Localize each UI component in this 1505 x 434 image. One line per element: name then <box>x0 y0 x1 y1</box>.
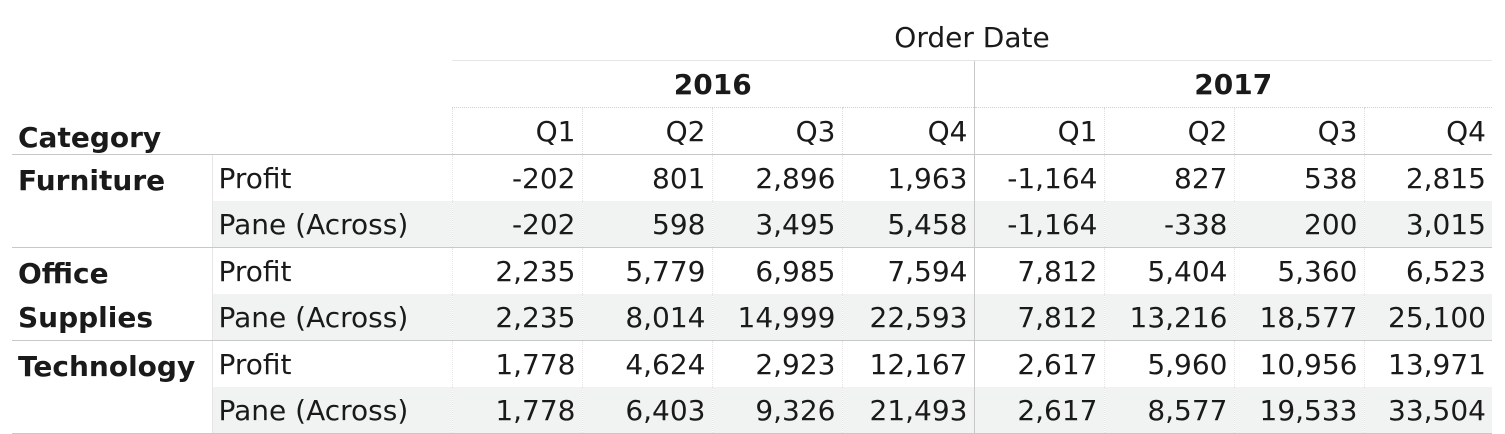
value-cell: -1,164 <box>973 201 1104 248</box>
table-row: Furniture Profit -202 801 2,896 1,963 -1,164 82… <box>12 154 1492 248</box>
value-cell: 22,593 <box>841 294 974 341</box>
header-row-title: Order Date <box>12 14 1492 61</box>
value-cell: -1,164 <box>973 154 1104 201</box>
value-cell: 12,167 <box>841 340 974 387</box>
column-header-title: Order Date <box>452 14 1492 61</box>
value-cell: 10,956 <box>1233 340 1364 387</box>
value-cell: 7,594 <box>841 247 974 294</box>
value-cell: 13,971 <box>1363 340 1492 387</box>
table-row: Office Supplies Profit 2,235 5,779 6,985 7,59… <box>12 247 1492 341</box>
year-header: 2016 <box>452 60 974 108</box>
value-cell: 3,495 <box>711 201 842 248</box>
value-cell: 2,923 <box>711 340 842 387</box>
value-cell: 8,014 <box>581 294 712 341</box>
measure-label: Profit <box>211 154 452 201</box>
header-blank <box>212 107 452 155</box>
value-cell: 13,216 <box>1103 294 1234 341</box>
value-cell: 6,985 <box>711 247 842 294</box>
quarter-header: Q4 <box>841 107 974 155</box>
value-cell: 538 <box>1233 154 1364 201</box>
category-label: Office Supplies <box>12 247 212 341</box>
value-cell: 2,235 <box>451 247 582 294</box>
row-header-title: Category <box>12 107 212 155</box>
value-cell: 1,963 <box>841 154 974 201</box>
value-cell: -338 <box>1103 201 1234 248</box>
value-cell: 25,100 <box>1363 294 1492 341</box>
value-cell: 2,235 <box>451 294 582 341</box>
measure-label: Profit <box>211 340 452 387</box>
quarter-header: Q2 <box>1103 107 1234 155</box>
value-cell: 827 <box>1103 154 1234 201</box>
measure-label: Profit <box>211 247 452 294</box>
value-cell: 14,999 <box>711 294 842 341</box>
value-cell: 2,617 <box>973 340 1104 387</box>
value-cell: 7,812 <box>973 247 1104 294</box>
value-cell: 598 <box>581 201 712 248</box>
category-label: Furniture <box>12 154 212 248</box>
value-cell: 7,812 <box>973 294 1104 341</box>
table-row: Technology Profit 1,778 4,624 2,923 12,167 2,6… <box>12 340 1492 434</box>
table-row: Pane (Across) 1,778 6,403 9,326 21,493 2,617 8… <box>12 387 1492 434</box>
header-blank <box>12 61 452 108</box>
quarter-header: Q4 <box>1363 107 1492 155</box>
value-cell: 19,533 <box>1233 387 1364 434</box>
quarter-header: Q2 <box>581 107 712 155</box>
value-cell: 5,960 <box>1103 340 1234 387</box>
table-row: Pane (Across) 2,235 8,014 14,999 22,593 7,812… <box>12 294 1492 341</box>
value-cell: 8,577 <box>1103 387 1234 434</box>
value-cell: 9,326 <box>711 387 842 434</box>
header-row-quarters: Category Q1 Q2 Q3 Q4 Q1 Q2 Q3 Q4 <box>12 107 1492 155</box>
value-cell: 5,779 <box>581 247 712 294</box>
header-blank <box>12 14 452 61</box>
quarter-header: Q3 <box>711 107 842 155</box>
value-cell: 6,403 <box>581 387 712 434</box>
category-label: Technology <box>12 340 212 434</box>
measure-label: Pane (Across) <box>211 387 452 434</box>
value-cell: 4,624 <box>581 340 712 387</box>
quarter-header: Q3 <box>1233 107 1364 155</box>
value-cell: 5,404 <box>1103 247 1234 294</box>
crosstab-table: Order Date 2016 2017 Category Q1 Q2 Q3 Q4 Q1 Q2 Q3… <box>12 14 1492 434</box>
value-cell: 33,504 <box>1363 387 1492 434</box>
value-cell: 21,493 <box>841 387 974 434</box>
measure-label: Pane (Across) <box>211 201 452 248</box>
value-cell: 1,778 <box>451 340 582 387</box>
header-row-years: 2016 2017 <box>12 60 1492 108</box>
value-cell: 5,360 <box>1233 247 1364 294</box>
value-cell: -202 <box>451 201 582 248</box>
value-cell: 5,458 <box>841 201 974 248</box>
measure-label: Pane (Across) <box>211 294 452 341</box>
value-cell: 3,015 <box>1363 201 1492 248</box>
value-cell: 2,815 <box>1363 154 1492 201</box>
value-cell: 2,617 <box>973 387 1104 434</box>
value-cell: -202 <box>451 154 582 201</box>
crosstab: Order Date 2016 2017 Category Q1 Q2 Q3 Q4 Q1 Q2 Q3… <box>12 14 1492 434</box>
value-cell: 2,896 <box>711 154 842 201</box>
value-cell: 6,523 <box>1363 247 1492 294</box>
value-cell: 200 <box>1233 201 1364 248</box>
value-cell: 801 <box>581 154 712 201</box>
quarter-header: Q1 <box>973 107 1104 155</box>
value-cell: 18,577 <box>1233 294 1364 341</box>
quarter-header: Q1 <box>451 107 582 155</box>
value-cell: 1,778 <box>451 387 582 434</box>
table-row: Pane (Across) -202 598 3,495 5,458 -1,164 -338… <box>12 201 1492 248</box>
year-header: 2017 <box>973 60 1492 108</box>
